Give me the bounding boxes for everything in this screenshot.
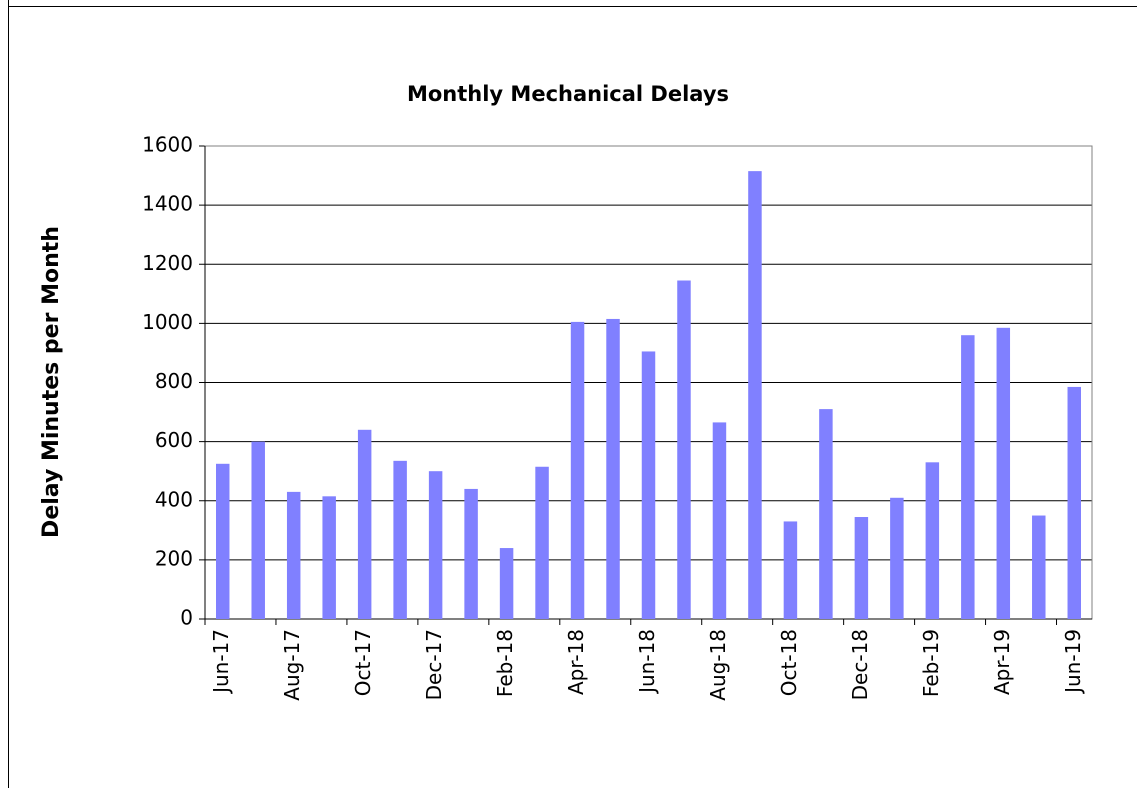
bar xyxy=(890,497,904,619)
y-tick-label: 400 xyxy=(155,487,193,511)
y-tick-label: 0 xyxy=(180,606,193,630)
bar xyxy=(535,466,549,619)
bar xyxy=(215,463,230,619)
x-tick-label: Feb-19 xyxy=(919,629,943,697)
x-tick-label: Apr-18 xyxy=(564,629,588,695)
bar xyxy=(1032,515,1046,619)
bar xyxy=(1067,386,1082,619)
bar xyxy=(996,327,1011,619)
y-tick-label: 1000 xyxy=(142,310,193,334)
bar xyxy=(606,318,620,619)
chart-title: Monthly Mechanical Delays xyxy=(407,82,729,106)
bar xyxy=(570,321,585,619)
x-tick-label: Oct-17 xyxy=(351,629,375,696)
x-tick-label: Jun-19 xyxy=(1061,629,1085,695)
y-tick-label: 1600 xyxy=(142,133,193,157)
bar xyxy=(712,422,727,619)
x-tick-label: Jun-18 xyxy=(635,629,659,695)
x-tick-label: Dec-18 xyxy=(848,629,872,700)
x-tick-label: Feb-18 xyxy=(493,629,517,697)
bar xyxy=(251,441,265,619)
y-axis-title: Delay Minutes per Month xyxy=(39,226,64,538)
y-tick-label: 800 xyxy=(155,369,193,393)
bar xyxy=(854,517,869,619)
y-tick-label: 1200 xyxy=(142,251,193,275)
bar xyxy=(783,521,798,619)
x-tick-label: Aug-17 xyxy=(280,629,304,701)
bar xyxy=(428,471,443,619)
bar xyxy=(677,280,691,619)
y-tick-label: 600 xyxy=(155,428,193,452)
bar xyxy=(357,429,372,619)
x-tick-label: Dec-17 xyxy=(422,629,446,700)
bar xyxy=(322,496,336,619)
bar xyxy=(286,491,301,619)
x-tick-label: Jun-17 xyxy=(209,629,233,695)
bar xyxy=(819,409,833,619)
bar xyxy=(464,488,478,619)
bar xyxy=(499,548,514,619)
bar xyxy=(748,171,762,620)
bar xyxy=(393,460,407,619)
x-tick-label: Aug-18 xyxy=(706,629,730,701)
x-tick-label: Apr-19 xyxy=(990,629,1014,695)
bar xyxy=(961,335,975,619)
bar xyxy=(641,351,656,619)
bar xyxy=(925,462,940,619)
y-tick-label: 200 xyxy=(155,546,193,570)
x-tick-label: Oct-18 xyxy=(777,629,801,696)
y-tick-label: 1400 xyxy=(142,192,193,216)
